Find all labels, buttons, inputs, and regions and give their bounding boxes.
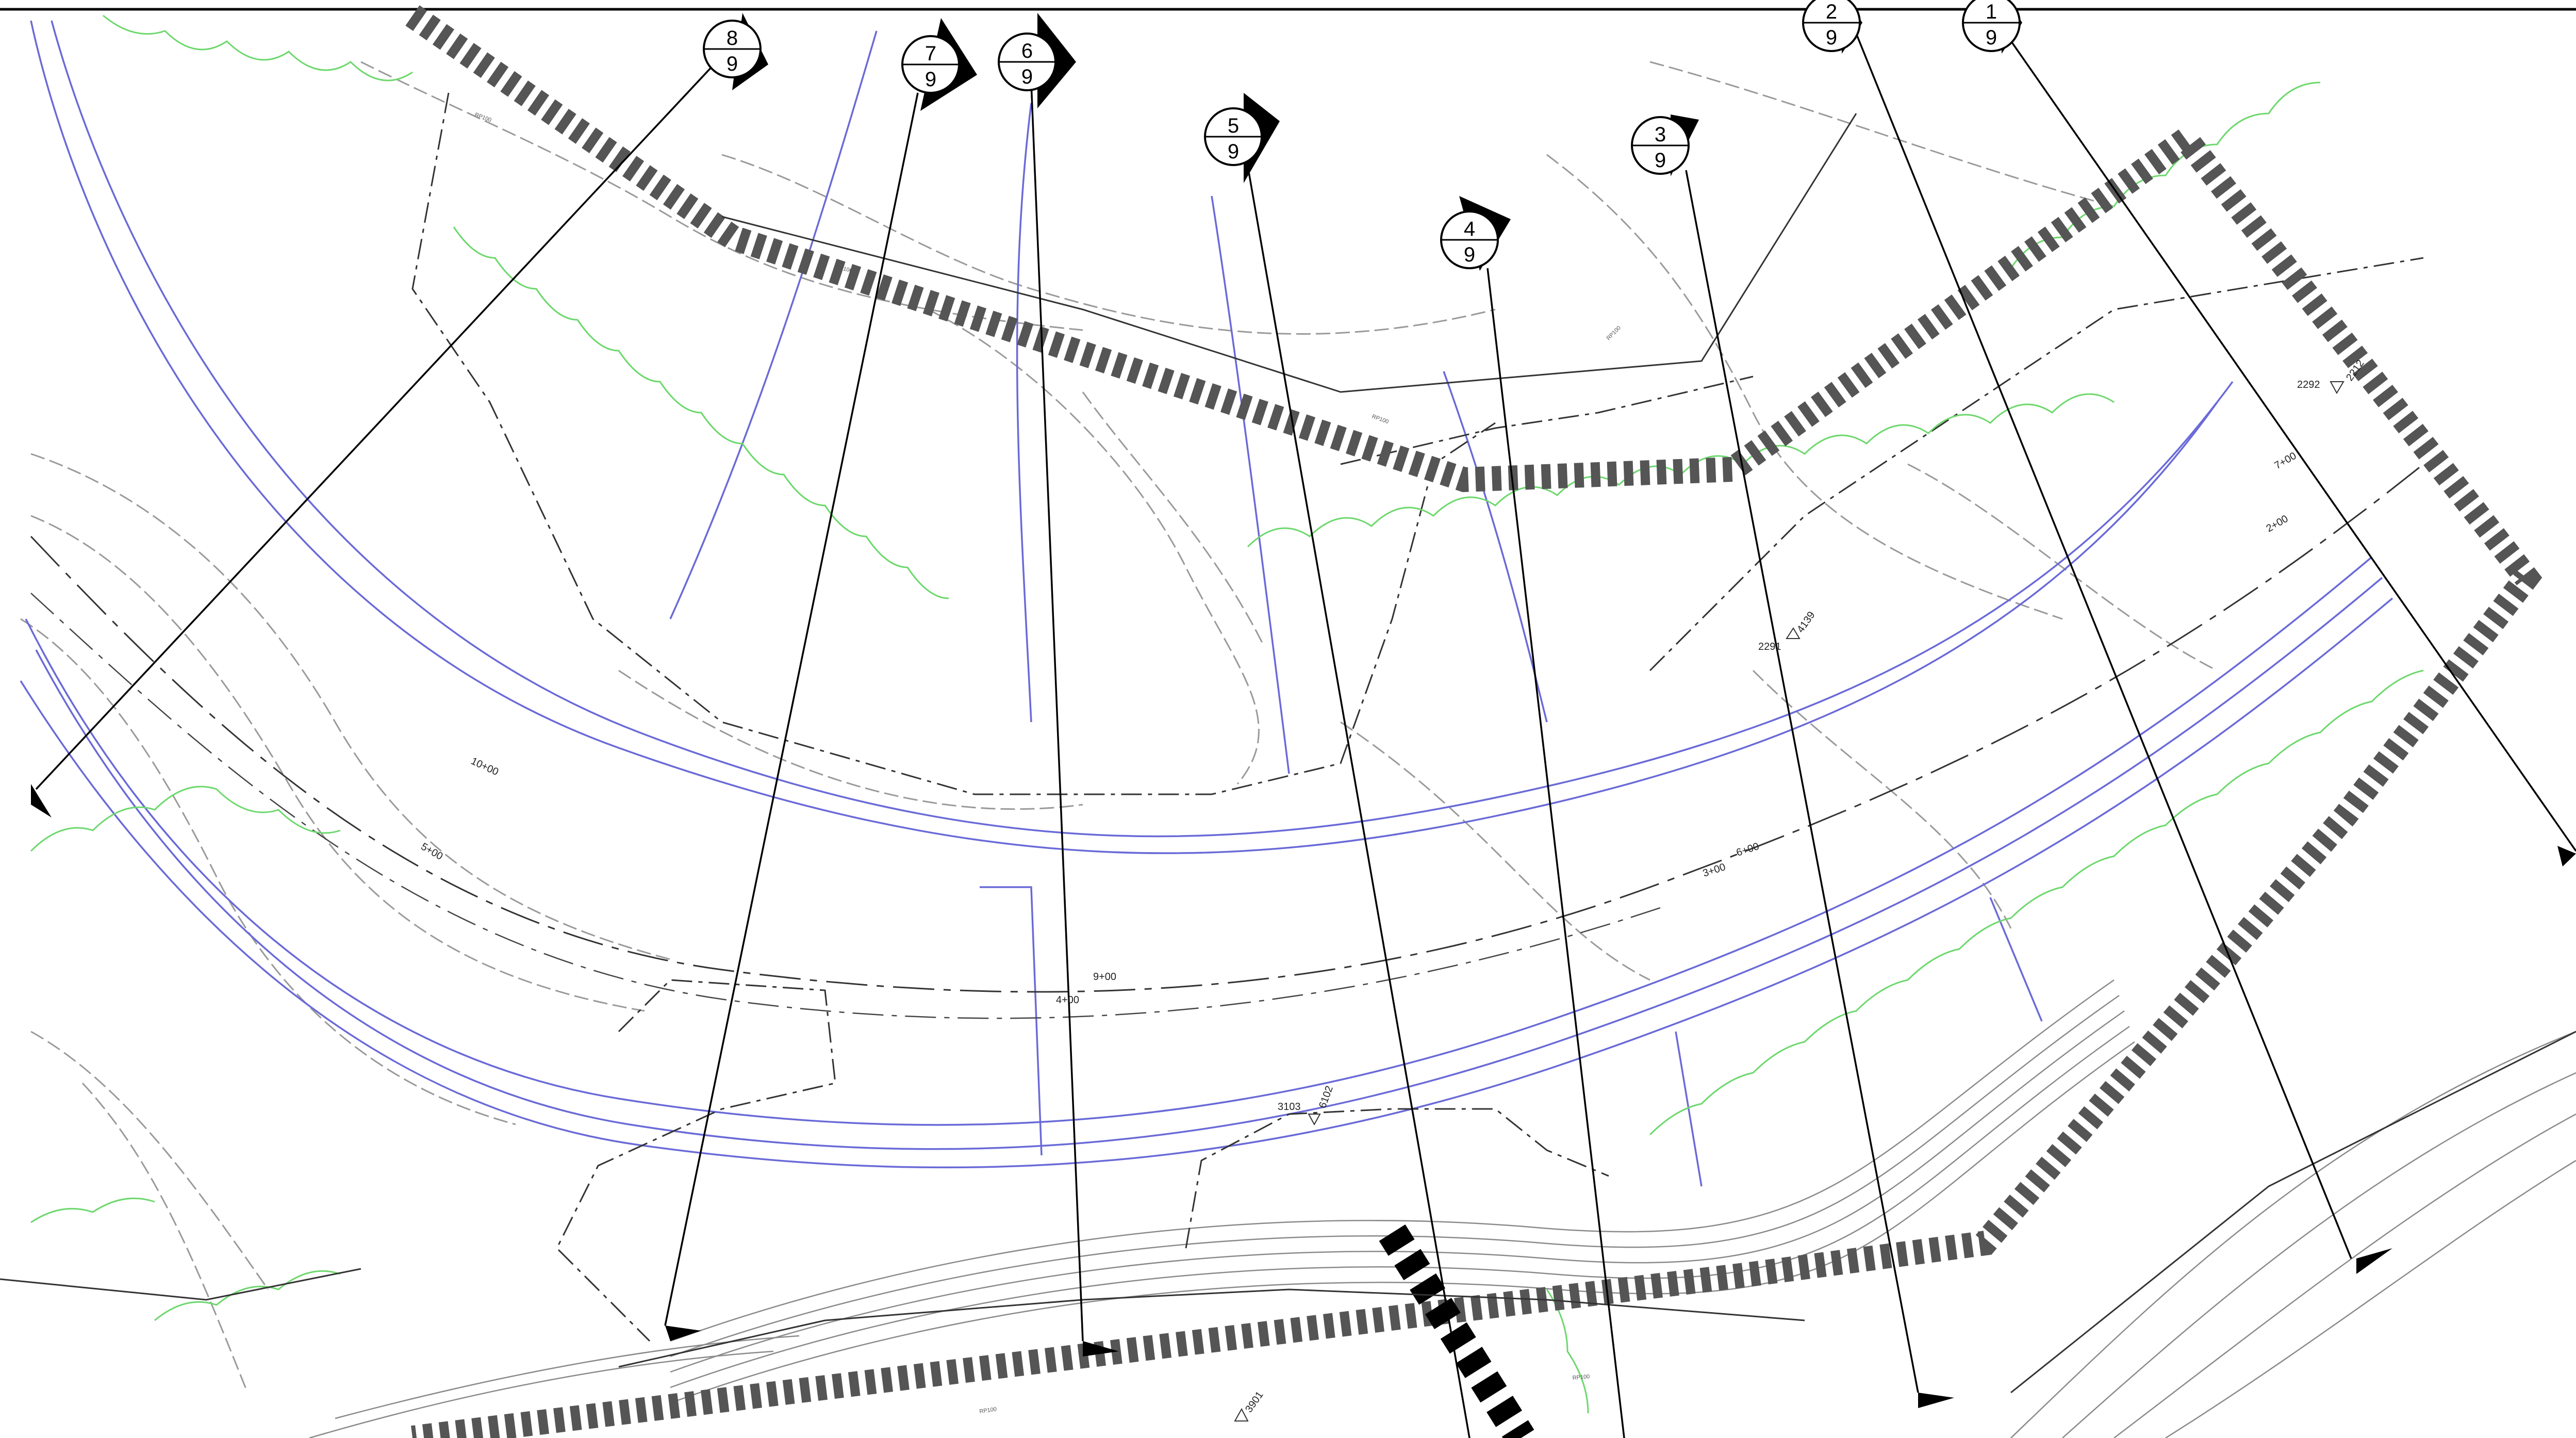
section-marker-6: 6 9 — [998, 13, 1076, 108]
section-marker-7-id: 7 — [925, 42, 936, 65]
survey-point-3103-label: 3103 — [1278, 1101, 1301, 1113]
section-marker-4-sheet: 9 — [1464, 243, 1475, 266]
section-marker-2-sheet: 9 — [1826, 26, 1837, 49]
slope-contours — [309, 979, 2576, 1438]
section-marker-3-sheet: 9 — [1655, 149, 1666, 172]
silt-fence-dark — [1379, 1224, 1534, 1438]
section-marker-5-sheet: 9 — [1228, 140, 1239, 163]
silt-fence — [405, 5, 2542, 1438]
section-marker-1-id: 1 — [1986, 1, 1997, 23]
contour-tag: RP100 — [1572, 1374, 1590, 1381]
section-marker-3-id: 3 — [1655, 123, 1666, 146]
road-centerline — [30, 463, 2424, 993]
section-marker-4-id: 4 — [1464, 218, 1475, 240]
station-label-400: 4+00 — [1056, 994, 1079, 1006]
section-marker-2-id: 2 — [1826, 1, 1837, 23]
section-marker-2: 2 9 — [1802, 0, 1862, 54]
section-marker-1: 1 9 — [1962, 0, 2022, 54]
section-marker-8: 8 9 — [703, 13, 768, 90]
existing-contours — [20, 61, 2218, 1393]
section-marker-3: 3 9 — [1631, 115, 1699, 176]
section-marker-8-sheet: 9 — [726, 53, 738, 75]
limit-of-disturbance — [411, 92, 2424, 1342]
section-marker-6-id: 6 — [1021, 40, 1033, 62]
section-flags — [31, 784, 2576, 1408]
section-marker-8-id: 8 — [726, 27, 738, 50]
section-marker-7: 7 9 — [901, 18, 977, 111]
section-marker-1-sheet: 9 — [1986, 26, 1997, 49]
section-marker-6-sheet: 9 — [1021, 66, 1033, 88]
section-marker-5: 5 9 — [1204, 93, 1280, 183]
survey-point-2291-label: 2291 — [1758, 641, 1781, 652]
station-label-900: 9+00 — [1093, 971, 1116, 983]
section-marker-5-id: 5 — [1228, 115, 1239, 137]
section-marker-4: 4 9 — [1440, 196, 1511, 271]
section-cut-lines — [35, 32, 2576, 1438]
section-markers: 1 9 2 9 3 9 4 9 5 9 — [703, 0, 2022, 271]
contour-tag: RP100 — [979, 1406, 997, 1415]
survey-point-2292-label: 2292 — [2297, 379, 2320, 390]
road-centerline-2 — [30, 593, 1661, 1019]
section-marker-7-sheet: 9 — [925, 68, 936, 91]
boundary-lines — [0, 113, 2576, 1394]
